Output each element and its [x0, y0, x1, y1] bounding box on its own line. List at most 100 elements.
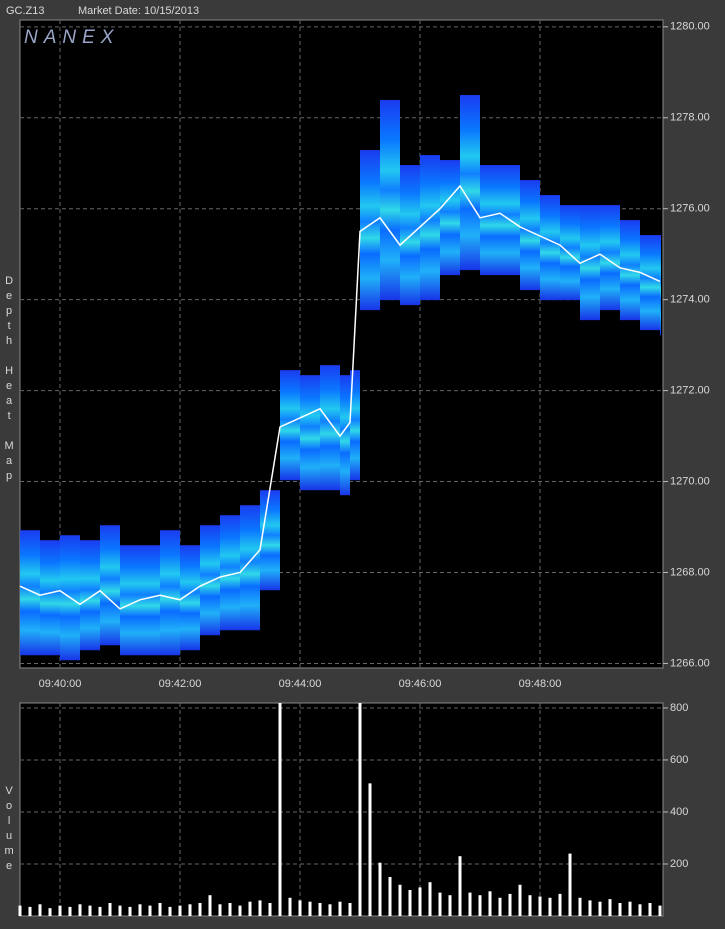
volume-bar — [448, 895, 452, 916]
volume-bar — [538, 896, 542, 916]
x-tick-label: 09:44:00 — [279, 678, 322, 690]
depth-column — [520, 180, 540, 291]
volume-bar — [218, 904, 222, 916]
depth-column — [580, 205, 600, 321]
volume-bar — [238, 905, 242, 916]
depth-column — [540, 195, 560, 301]
volume-bar — [338, 901, 342, 916]
volume-bar — [278, 703, 282, 916]
volume-bar — [228, 902, 232, 916]
volume-bar — [398, 884, 402, 916]
depth-column — [420, 155, 440, 301]
volume-bar — [58, 905, 62, 916]
volume-bar — [648, 902, 652, 916]
depth-column — [380, 100, 400, 301]
volume-bar — [568, 853, 572, 916]
y-tick-label: 1270.00 — [670, 475, 710, 487]
depth-column — [220, 515, 240, 631]
depth-column — [460, 95, 480, 271]
depth-column — [560, 205, 580, 301]
volume-bar — [508, 893, 512, 916]
volume-bar — [18, 905, 22, 916]
volume-bar — [68, 906, 72, 916]
volume-bar — [328, 904, 332, 916]
volume-bar — [38, 904, 42, 916]
depth-column — [360, 150, 380, 311]
y-tick-label: 600 — [670, 754, 688, 766]
volume-bar — [388, 876, 392, 916]
y-tick-label: 1272.00 — [670, 385, 710, 397]
volume-bar — [588, 900, 592, 916]
volume-bar — [528, 895, 532, 916]
volume-bar — [498, 897, 502, 916]
volume-bar — [598, 901, 602, 916]
depth-column — [40, 540, 60, 656]
volume-bar — [298, 900, 302, 916]
depth-column — [200, 525, 220, 636]
depth-column — [20, 530, 40, 656]
depth-column — [640, 235, 660, 331]
volume-bar — [468, 892, 472, 916]
volume-bar — [28, 906, 32, 916]
depth-column — [300, 375, 320, 491]
volume-bar — [458, 856, 462, 916]
y-axis-label: Volume — [3, 785, 15, 875]
depth-column — [660, 235, 661, 336]
y-tick-label: 1278.00 — [670, 112, 710, 124]
volume-bar — [258, 900, 262, 916]
volume-bar — [288, 897, 292, 916]
volume-bar — [198, 902, 202, 916]
volume-bar — [438, 892, 442, 916]
volume-bar — [428, 882, 432, 916]
y-tick-label: 1268.00 — [670, 566, 710, 578]
volume-bar — [478, 895, 482, 916]
volume-bar — [358, 703, 362, 916]
volume-bar — [608, 899, 612, 916]
depth-column — [340, 375, 350, 496]
volume-bar — [518, 884, 522, 916]
volume-bar — [248, 901, 252, 916]
volume-bar — [378, 862, 382, 916]
x-tick-label: 09:46:00 — [399, 678, 442, 690]
volume-bar — [488, 891, 492, 916]
y-tick-label: 1276.00 — [670, 203, 710, 215]
depth-column — [320, 365, 340, 491]
volume-bar — [268, 902, 272, 916]
x-tick-label: 09:42:00 — [159, 678, 202, 690]
depth-column — [240, 505, 260, 631]
depth-column — [160, 530, 180, 656]
depth-column — [260, 490, 280, 591]
y-tick-label: 400 — [670, 806, 688, 818]
volume-panel — [19, 702, 664, 917]
volume-bar — [178, 905, 182, 916]
volume-bar — [628, 901, 632, 916]
y-axis-label: Depth Heat Map — [3, 275, 15, 485]
symbol: GC.Z13 — [6, 5, 45, 17]
volume-bar — [138, 904, 142, 916]
depth-column — [440, 160, 460, 276]
volume-bar — [408, 889, 412, 916]
volume-bar — [348, 902, 352, 916]
volume-bar — [558, 893, 562, 916]
depth-column — [350, 370, 360, 481]
volume-bar — [208, 895, 212, 916]
depth-column — [100, 525, 120, 646]
volume-bar — [418, 887, 422, 916]
depth-column — [280, 370, 300, 481]
y-tick-label: 200 — [670, 858, 688, 870]
price-line — [19, 184, 661, 610]
y-tick-label: 1266.00 — [670, 657, 710, 669]
volume-bar — [48, 908, 52, 916]
volume-bar — [168, 906, 172, 916]
depth-column — [120, 545, 140, 656]
y-tick-label: 800 — [670, 702, 688, 714]
x-tick-label: 09:40:00 — [39, 678, 82, 690]
depth-column — [140, 545, 160, 656]
volume-bar — [308, 901, 312, 916]
volume-bar — [368, 783, 372, 916]
volume-bar — [78, 904, 82, 916]
x-tick-label: 09:48:00 — [519, 678, 562, 690]
volume-bar — [108, 902, 112, 916]
depth-column — [480, 165, 500, 276]
